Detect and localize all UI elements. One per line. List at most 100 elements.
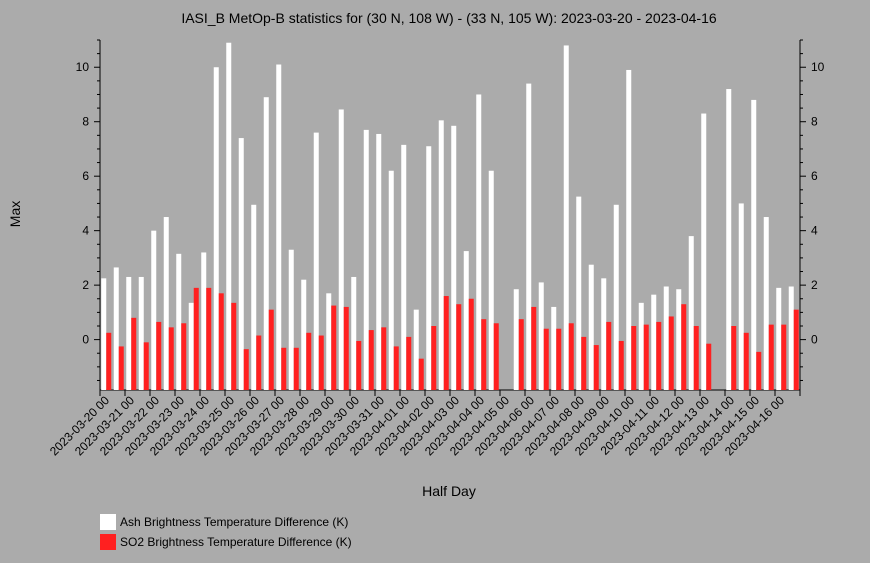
bar-so2 — [168, 327, 174, 390]
bar-ash — [513, 289, 519, 390]
bar-so2 — [668, 316, 674, 390]
bar-so2 — [156, 321, 162, 390]
legend: Ash Brightness Temperature Difference (K… — [100, 512, 352, 552]
bar-so2 — [468, 298, 474, 390]
y-tick-label-left: 2 — [82, 278, 89, 292]
bar-ash — [101, 278, 107, 390]
y-tick-label-left: 0 — [82, 333, 89, 347]
bar-so2 — [606, 321, 612, 390]
bar-so2 — [731, 325, 737, 390]
bar-ash — [763, 217, 769, 390]
bar-so2 — [793, 309, 799, 390]
bar-so2 — [493, 323, 499, 390]
bar-so2 — [218, 293, 224, 390]
bar-so2 — [356, 340, 362, 390]
bar-so2 — [456, 304, 462, 390]
bar-so2 — [581, 336, 587, 390]
bar-so2 — [318, 335, 324, 390]
y-tick-label-right: 0 — [811, 333, 818, 347]
y-tick-label-right: 10 — [811, 60, 825, 74]
bar-ash — [426, 146, 432, 390]
y-tick-label-right: 6 — [811, 169, 818, 183]
bar-ash — [676, 289, 682, 390]
bar-so2 — [406, 336, 412, 390]
legend-item-so2: SO2 Brightness Temperature Difference (K… — [100, 532, 352, 552]
bar-so2 — [281, 347, 287, 390]
bar-so2 — [256, 335, 262, 390]
bar-ash — [251, 204, 257, 390]
bar-so2 — [643, 324, 649, 390]
bar-ash — [388, 170, 394, 390]
bar-so2 — [131, 317, 137, 390]
bar-ash — [576, 196, 582, 390]
legend-item-ash: Ash Brightness Temperature Difference (K… — [100, 512, 352, 532]
legend-label-so2: SO2 Brightness Temperature Difference (K… — [120, 535, 352, 549]
bar-so2 — [681, 304, 687, 390]
bar-ash — [626, 69, 632, 390]
bar-so2 — [556, 328, 562, 390]
bar-ash — [226, 42, 232, 391]
y-tick-label-left: 10 — [76, 60, 90, 74]
bar-so2 — [706, 343, 712, 390]
bar-so2 — [343, 306, 349, 390]
bar-so2 — [368, 330, 374, 390]
bar-so2 — [331, 305, 337, 390]
bar-so2 — [743, 332, 749, 390]
bar-so2 — [206, 287, 212, 390]
bar-ash — [726, 89, 732, 391]
bar-so2 — [243, 349, 249, 390]
bar-ash — [688, 236, 694, 390]
bar-ash — [326, 293, 332, 390]
bar-ash — [463, 251, 469, 390]
bar-so2 — [443, 296, 449, 390]
bar-ash — [663, 286, 669, 390]
bar-so2 — [293, 347, 299, 390]
bar-so2 — [631, 325, 637, 390]
bar-ash — [313, 132, 319, 391]
bar-ash — [438, 120, 444, 391]
bar-so2 — [118, 346, 124, 390]
bar-ash — [401, 144, 407, 390]
bar-ash — [238, 138, 244, 390]
bar-so2 — [518, 319, 524, 390]
bar-so2 — [143, 342, 149, 390]
bar-so2 — [268, 309, 274, 390]
bar-ash — [413, 309, 419, 390]
bar-so2 — [306, 332, 312, 390]
y-tick-label-right: 4 — [811, 224, 818, 238]
bar-so2 — [568, 323, 574, 390]
y-tick-label-right: 2 — [811, 278, 818, 292]
bar-ash — [651, 294, 657, 390]
bar-so2 — [193, 287, 199, 390]
bar-ash — [751, 99, 757, 390]
bar-ash — [376, 133, 382, 390]
bar-ash — [613, 204, 619, 390]
bar-ash — [601, 278, 607, 390]
bar-so2 — [106, 332, 112, 390]
legend-swatch-ash — [100, 514, 116, 530]
bar-ash — [263, 97, 269, 391]
y-tick-label-left: 4 — [82, 224, 89, 238]
y-tick-label-right: 8 — [811, 115, 818, 129]
bar-ash — [638, 302, 644, 390]
bar-so2 — [531, 306, 537, 390]
bar-ash — [188, 302, 194, 390]
bar-ash — [563, 45, 569, 390]
bar-ash — [276, 64, 282, 391]
bar-so2 — [756, 351, 762, 390]
bar-ash — [351, 276, 357, 390]
bar-ash — [738, 203, 744, 390]
bar-ash — [138, 276, 144, 390]
bar-ash — [488, 170, 494, 390]
bar-ash — [451, 125, 457, 390]
bar-so2 — [543, 328, 549, 390]
bar-ash — [113, 267, 119, 390]
legend-label-ash: Ash Brightness Temperature Difference (K… — [120, 515, 349, 529]
bar-ash — [776, 287, 782, 390]
bar-so2 — [656, 321, 662, 390]
bar-ash — [538, 282, 544, 390]
y-tick-label-left: 6 — [82, 169, 89, 183]
bar-ash — [588, 264, 594, 390]
